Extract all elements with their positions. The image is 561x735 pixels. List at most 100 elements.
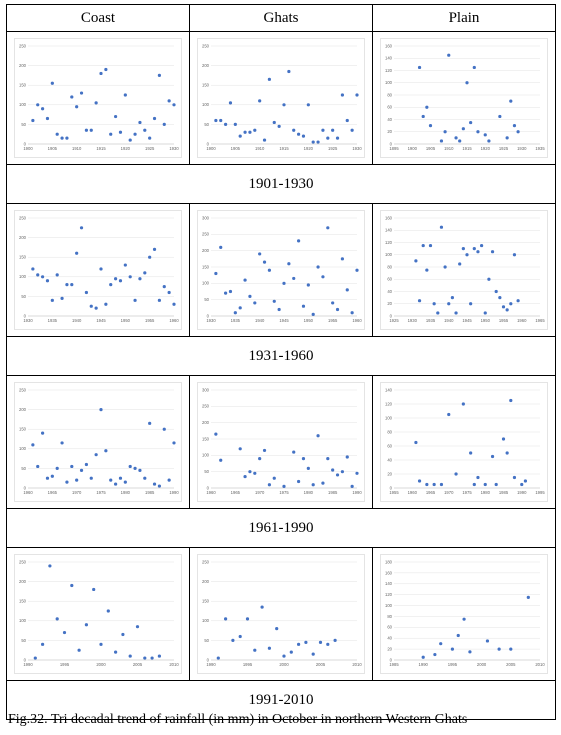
header-ghats: Ghats	[189, 4, 373, 32]
y-tick-label: 250	[202, 43, 210, 48]
y-tick-label: 150	[19, 427, 27, 432]
data-point	[277, 307, 281, 312]
y-tick-label: 80	[387, 429, 392, 434]
data-point	[450, 647, 454, 651]
data-point	[490, 250, 495, 254]
data-point	[48, 564, 52, 568]
data-point	[331, 468, 335, 472]
data-point	[262, 448, 267, 453]
y-tick-label: 60	[387, 625, 392, 630]
data-point	[483, 133, 487, 137]
chart-plain-1901-1930: 0 20 40 60 80 100 120 140 160 1895 1900 1905 1910 191…	[380, 38, 548, 158]
data-point	[267, 268, 271, 272]
data-point	[31, 267, 35, 271]
x-tick-label: 1950	[304, 318, 314, 323]
data-point	[94, 306, 98, 310]
y-tick-label: 120	[385, 401, 393, 406]
data-point	[143, 476, 147, 480]
x-tick-label: 1940	[444, 318, 454, 323]
x-tick-label: 1900	[408, 146, 418, 151]
x-tick-label: 1975	[462, 490, 472, 495]
y-tick-label: 200	[202, 420, 210, 425]
data-point	[439, 225, 444, 229]
period-row-1901-1930: 1901-1930	[6, 164, 556, 204]
data-point	[157, 73, 161, 77]
period-row-1961-1990: 1961-1990	[6, 508, 556, 548]
data-point	[306, 466, 310, 470]
data-point	[469, 302, 473, 306]
x-tick-label: 1935	[48, 318, 58, 323]
y-tick-label: 200	[19, 235, 27, 240]
x-tick-label: 2000	[96, 662, 106, 667]
y-tick-label: 0	[207, 485, 210, 490]
y-tick-label: 160	[385, 215, 393, 220]
data-point	[248, 130, 252, 134]
data-point	[258, 457, 262, 461]
data-point	[350, 484, 354, 488]
data-point	[432, 482, 436, 487]
y-tick-label: 150	[19, 255, 27, 260]
x-tick-label: 1930	[23, 318, 33, 323]
data-point	[162, 122, 166, 126]
data-point	[289, 650, 293, 654]
y-tick-label: 100	[19, 618, 27, 623]
data-point	[262, 260, 267, 264]
data-point	[84, 462, 88, 467]
y-tick-label: 50	[204, 638, 209, 643]
data-point	[152, 482, 157, 486]
data-point	[118, 279, 123, 283]
y-tick-label: 50	[21, 294, 26, 299]
y-tick-label: 250	[19, 43, 27, 48]
data-point	[306, 103, 310, 107]
data-point	[287, 262, 291, 266]
x-tick-label: 1970	[444, 490, 454, 495]
data-point	[94, 453, 98, 457]
y-tick-label: 100	[385, 252, 393, 257]
data-point	[439, 642, 443, 646]
data-point	[253, 301, 257, 305]
data-point	[304, 640, 308, 644]
chart-frame	[197, 554, 365, 674]
data-point	[267, 646, 271, 650]
data-point	[128, 464, 132, 469]
x-tick-label: 1945	[96, 318, 106, 323]
y-tick-label: 140	[385, 581, 393, 586]
data-point	[262, 138, 267, 142]
data-point	[345, 118, 349, 123]
y-tick-label: 0	[24, 313, 27, 318]
y-tick-label: 250	[19, 215, 27, 220]
y-tick-label: 40	[387, 117, 392, 122]
data-point	[306, 283, 310, 287]
data-point	[282, 281, 286, 285]
figure-caption: Fig.32. Tri decadal trend of rainfall (i…	[8, 712, 468, 727]
data-point	[70, 464, 74, 469]
y-tick-label: 20	[387, 301, 392, 306]
x-tick-label: 1940	[72, 318, 82, 323]
data-point	[345, 455, 349, 459]
x-tick-label: 1925	[145, 146, 155, 151]
data-point	[447, 412, 451, 417]
data-point	[248, 294, 252, 298]
data-point	[472, 65, 476, 70]
data-point	[114, 482, 118, 486]
data-point	[75, 251, 79, 255]
y-tick-label: 50	[204, 469, 209, 474]
y-tick-label: 100	[19, 102, 27, 107]
data-point	[41, 275, 45, 279]
y-tick-label: 200	[202, 579, 210, 584]
x-tick-label: 1920	[481, 146, 491, 151]
data-point	[272, 476, 276, 480]
x-tick-label: 1950	[121, 318, 131, 323]
y-tick-label: 50	[21, 122, 26, 127]
period-label-1931-1960: 1931-1960	[6, 336, 556, 376]
y-tick-label: 0	[24, 485, 27, 490]
data-point	[297, 239, 301, 243]
y-tick-label: 100	[19, 274, 27, 279]
chart-frame	[14, 38, 182, 158]
y-tick-label: 80	[387, 614, 392, 619]
x-tick-label: 1995	[243, 662, 253, 667]
x-tick-label: 1995	[60, 662, 70, 667]
data-point	[36, 273, 40, 277]
data-point	[433, 652, 437, 657]
data-point	[516, 130, 520, 134]
